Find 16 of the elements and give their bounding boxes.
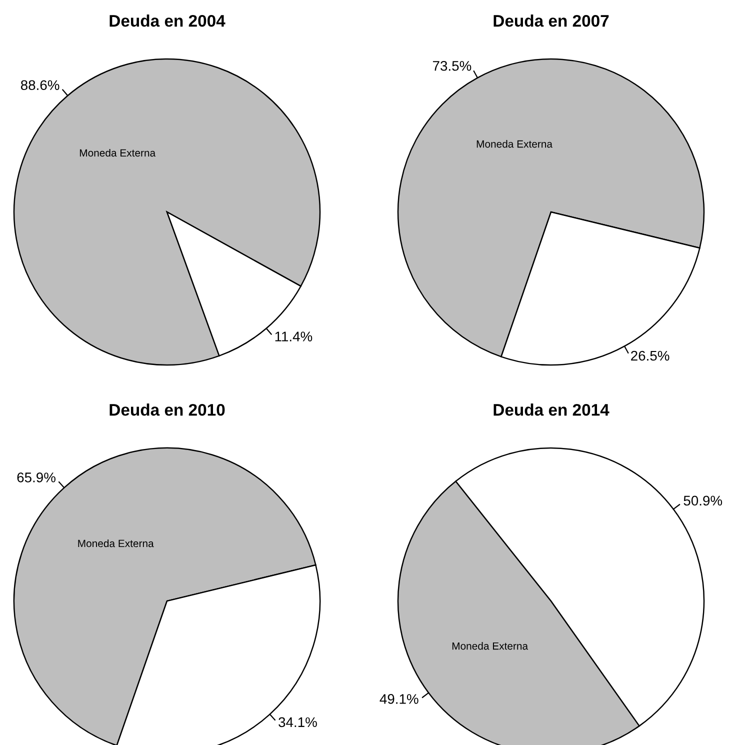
data-label: 26.5% [631, 350, 670, 361]
chart-title: Deuda en 2004 [110, 14, 226, 27]
data-label: 88.6% [20, 80, 60, 90]
data-label: 65.9% [17, 472, 56, 482]
chart-title: Deuda en 2010 [110, 404, 225, 416]
chart-title: Deuda en 2007 [494, 14, 609, 27]
data-label: 50.9% [684, 496, 722, 506]
data-label: 73.5% [432, 60, 472, 71]
slice-label: Moneda Externa [476, 140, 552, 148]
data-label: 34.1% [278, 717, 317, 728]
slice-label: Moneda Externa [78, 539, 154, 548]
chart-title: Deuda en 2014 [494, 404, 610, 416]
data-label: 11.4% [275, 332, 312, 342]
slice-label: Moneda Externa [80, 148, 156, 157]
data-label: 49.1% [380, 694, 418, 704]
slice-label: Moneda Externa [452, 642, 528, 650]
